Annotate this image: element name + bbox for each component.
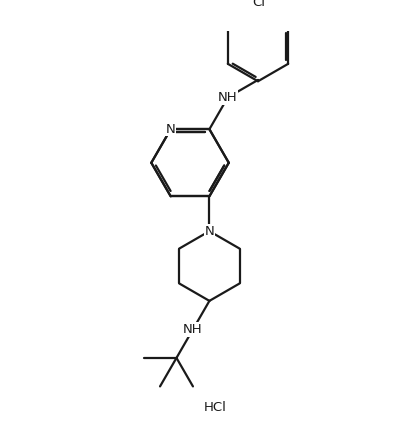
- Text: N: N: [204, 225, 214, 238]
- Text: NH: NH: [218, 91, 238, 104]
- Text: Cl: Cl: [252, 0, 265, 9]
- Text: N: N: [166, 123, 176, 136]
- Text: NH: NH: [183, 323, 203, 336]
- Text: HCl: HCl: [204, 401, 226, 414]
